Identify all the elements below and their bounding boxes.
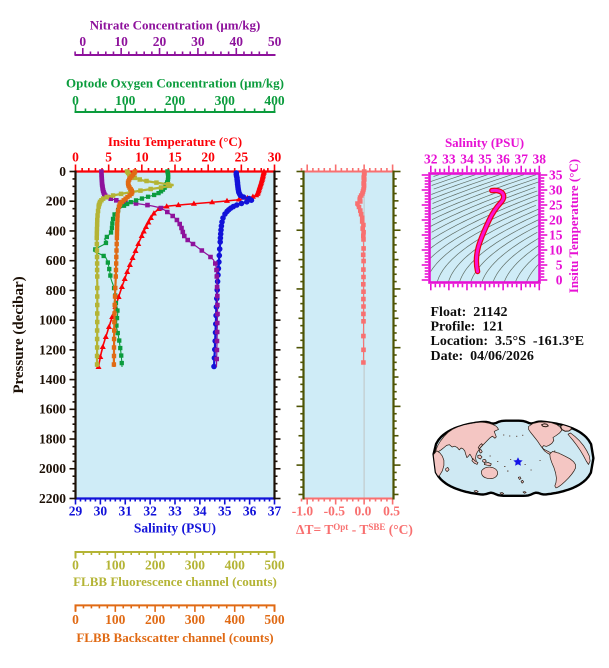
svg-text:36: 36 [243, 504, 257, 519]
svg-text:20: 20 [549, 212, 563, 227]
svg-text:1600: 1600 [39, 402, 66, 417]
svg-text:32: 32 [424, 151, 438, 166]
svg-text:Nitrate Concentration (μm/kg): Nitrate Concentration (μm/kg) [90, 18, 261, 33]
svg-text:10: 10 [135, 150, 149, 165]
svg-text:Pressure (decibar): Pressure (decibar) [11, 276, 27, 393]
svg-text:ΔT= TOpt - TSBE (°C): ΔT= TOpt - TSBE (°C) [296, 522, 413, 537]
svg-text:0.5: 0.5 [383, 504, 400, 519]
svg-text:500: 500 [264, 558, 285, 573]
svg-text:800: 800 [46, 283, 67, 298]
svg-text:2000: 2000 [39, 461, 66, 476]
svg-text:400: 400 [225, 558, 246, 573]
svg-text:30: 30 [94, 504, 108, 519]
svg-text:300: 300 [215, 93, 236, 108]
svg-text:400: 400 [264, 93, 285, 108]
svg-text:-0.5: -0.5 [324, 504, 346, 519]
svg-text:Profile: 121: Profile: 121 [431, 320, 504, 335]
svg-text:40: 40 [230, 34, 244, 49]
svg-text:300: 300 [185, 612, 206, 627]
svg-text:5: 5 [556, 257, 563, 272]
svg-text:0: 0 [59, 164, 66, 179]
svg-text:33: 33 [442, 151, 456, 166]
svg-text:37: 37 [514, 151, 528, 166]
svg-text:30: 30 [191, 34, 205, 49]
svg-text:Optode Oxygen Concentration (μ: Optode Oxygen Concentration (μm/kg) [66, 76, 284, 91]
svg-text:500: 500 [264, 612, 285, 627]
svg-text:36: 36 [496, 151, 510, 166]
svg-text:34: 34 [193, 504, 207, 519]
svg-text:2200: 2200 [39, 491, 66, 506]
svg-text:31: 31 [119, 504, 133, 519]
svg-text:200: 200 [145, 612, 166, 627]
svg-text:0: 0 [79, 34, 86, 49]
svg-text:34: 34 [460, 151, 474, 166]
svg-text:600: 600 [46, 253, 67, 268]
svg-text:10: 10 [549, 242, 563, 257]
svg-text:100: 100 [105, 612, 126, 627]
svg-text:1000: 1000 [39, 313, 66, 328]
svg-text:38: 38 [533, 151, 547, 166]
svg-text:15: 15 [549, 227, 563, 242]
svg-text:0: 0 [72, 612, 79, 627]
svg-text:Date: 04/06/2026: Date: 04/06/2026 [431, 349, 534, 364]
svg-text:30: 30 [268, 150, 282, 165]
svg-text:Salinity (PSU): Salinity (PSU) [445, 135, 524, 150]
svg-text:-1.0: -1.0 [292, 504, 314, 519]
svg-text:0: 0 [72, 558, 79, 573]
svg-text:0: 0 [72, 150, 79, 165]
svg-text:33: 33 [168, 504, 182, 519]
svg-text:200: 200 [145, 558, 166, 573]
svg-text:32: 32 [143, 504, 157, 519]
svg-text:35: 35 [549, 167, 563, 182]
svg-text:100: 100 [105, 558, 126, 573]
svg-text:20: 20 [201, 150, 215, 165]
svg-text:Location: 3.5°S -161.3°E: Location: 3.5°S -161.3°E [431, 334, 585, 349]
svg-text:400: 400 [46, 223, 67, 238]
svg-text:300: 300 [185, 558, 206, 573]
svg-text:400: 400 [225, 612, 246, 627]
svg-text:25: 25 [235, 150, 249, 165]
svg-text:29: 29 [69, 504, 83, 519]
svg-text:25: 25 [549, 197, 563, 212]
svg-text:35: 35 [218, 504, 232, 519]
svg-text:35: 35 [478, 151, 492, 166]
svg-text:10: 10 [114, 34, 128, 49]
svg-text:Insitu Temperature (°C): Insitu Temperature (°C) [108, 134, 242, 149]
svg-text:100: 100 [115, 93, 136, 108]
svg-text:FLBB Fluorescence channel (cou: FLBB Fluorescence channel (counts) [73, 574, 277, 589]
svg-text:15: 15 [168, 150, 182, 165]
svg-text:37: 37 [268, 504, 282, 519]
svg-text:1200: 1200 [39, 342, 66, 357]
svg-text:5: 5 [105, 150, 112, 165]
svg-text:20: 20 [153, 34, 167, 49]
svg-text:1800: 1800 [39, 431, 66, 446]
svg-text:0: 0 [72, 93, 79, 108]
svg-text:200: 200 [165, 93, 186, 108]
svg-text:30: 30 [549, 182, 563, 197]
svg-text:Salinity (PSU): Salinity (PSU) [134, 521, 216, 536]
svg-text:50: 50 [268, 34, 282, 49]
svg-text:FLBB Backscatter channel (coun: FLBB Backscatter channel (counts) [76, 630, 273, 645]
svg-text:Float: 21142: Float: 21142 [431, 305, 508, 320]
svg-text:0: 0 [556, 272, 563, 287]
svg-text:200: 200 [46, 194, 67, 209]
svg-text:Insitu Temperature (°C): Insitu Temperature (°C) [566, 159, 581, 293]
svg-text:1400: 1400 [39, 372, 66, 387]
svg-text:0.0: 0.0 [354, 504, 371, 519]
